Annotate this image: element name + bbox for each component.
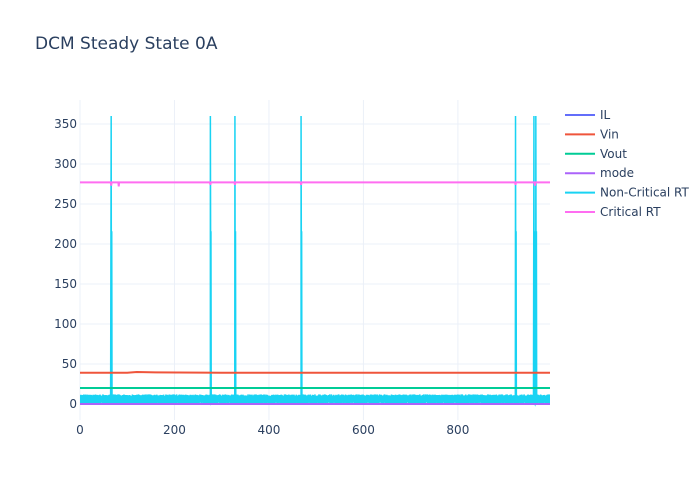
legend-label: IL [600,108,611,122]
series-critical-rt [80,181,550,187]
legend-item: Non-Critical RT [565,186,690,200]
legend-item: Vout [565,147,627,161]
y-tick-label: 350 [54,117,77,131]
x-tick-label: 200 [163,423,186,437]
x-tick-label: 600 [352,423,375,437]
legend-label: Critical RT [600,205,661,219]
series-line [80,370,550,374]
legend-label: Vin [600,127,619,141]
y-tick-label: 250 [54,197,77,211]
traces [80,115,550,407]
y-tick-label: 300 [54,157,77,171]
legend-label: mode [600,166,634,180]
legend-item: mode [565,166,634,180]
legend-label: Vout [600,147,627,161]
chart-title: DCM Steady State 0A [35,34,218,54]
y-tick-label: 200 [54,237,77,251]
y-tick-label: 100 [54,317,77,331]
series-line [80,181,550,187]
x-tick-label: 800 [446,423,469,437]
y-tick-label: 150 [54,277,77,291]
legend-item: Vin [565,127,619,141]
y-tick-label: 0 [69,397,77,411]
legend-label: Non-Critical RT [600,186,690,200]
series-non-critical-rt [80,115,550,407]
series-line [80,115,550,407]
series-vin [80,370,550,374]
legend-item: Critical RT [565,205,661,219]
legend-item: IL [565,108,611,122]
legend: IL Vin Vout mode Non-Critical RT Critical RT [565,108,690,219]
x-tick-label: 0 [76,423,84,437]
y-tick-label: 50 [62,357,77,371]
x-tick-label: 400 [257,423,280,437]
